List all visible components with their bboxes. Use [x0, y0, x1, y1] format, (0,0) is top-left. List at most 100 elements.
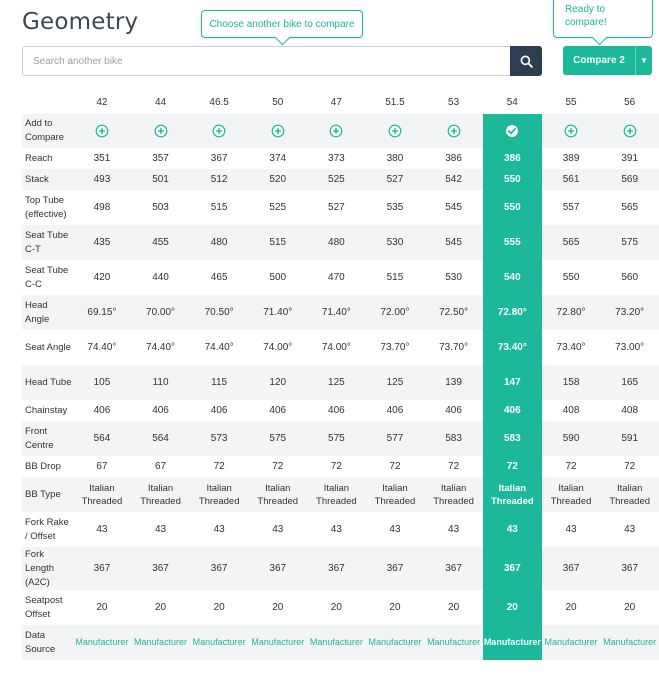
cell-text: Italian Threaded: [140, 482, 181, 507]
table-row: Fork Rake / Offset 43 43 43 43 43 43 43 43 43 43: [22, 512, 659, 547]
table-cell: 367: [189, 547, 249, 590]
table-row: Seat Tube C-C 420 440 465 500 470 515 530 540 550…: [22, 260, 659, 295]
table-cell: 555: [482, 225, 542, 260]
row-label: Add to Compare: [22, 114, 73, 148]
data-source-link[interactable]: Manufacturer: [192, 637, 246, 647]
table-cell: 20: [72, 590, 132, 625]
table-cell: 373: [307, 148, 366, 169]
search-input[interactable]: [22, 46, 510, 76]
table-row: Seatpost Offset 20 20 20 20 20 20 20 20 20 20: [22, 590, 659, 625]
add-circle-icon[interactable]: [154, 124, 168, 138]
data-source-link[interactable]: Manufacturer: [483, 637, 541, 647]
add-circle-icon[interactable]: [95, 124, 109, 138]
table-cell: 110: [131, 365, 190, 400]
table-cell: Italian Threaded: [307, 477, 366, 512]
table-cell: 72: [600, 456, 659, 477]
cell-text: Italian Threaded: [257, 482, 299, 507]
table-cell: 515: [365, 260, 425, 295]
table-cell: Italian Threaded: [482, 477, 542, 512]
table-cell: 406: [482, 400, 542, 421]
table-cell: 43: [424, 512, 483, 547]
add-to-compare-row: Add to Compare: [22, 114, 659, 148]
table-cell: 69.15°: [72, 295, 132, 330]
row-label: Fork Length (A2C): [22, 547, 73, 590]
table-cell: 120: [248, 365, 308, 400]
table-cell: Italian Threaded: [365, 477, 425, 512]
table-cell: 125: [365, 365, 425, 400]
table-cell: 357: [131, 148, 190, 169]
table-row: Data Source Manufacturer Manufacturer Manuf…: [22, 625, 659, 660]
add-circle-icon[interactable]: [447, 124, 461, 138]
chevron-down-icon[interactable]: ▼: [640, 56, 648, 65]
table-row: BB Drop 67 67 72 72 72 72 72 72 72 72: [22, 456, 659, 477]
data-source-cell: Manufacturer: [365, 625, 425, 660]
data-source-cell: Manufacturer: [541, 625, 601, 660]
table-cell: 73.40°: [541, 330, 601, 365]
table-cell: 530: [424, 260, 483, 295]
row-label: Fork Rake / Offset: [22, 512, 73, 547]
table-cell: 367: [365, 547, 425, 590]
table-cell: 575: [600, 225, 659, 260]
search-button[interactable]: [510, 46, 542, 76]
compare-button[interactable]: Compare 2 ▼: [563, 46, 652, 75]
data-source-link[interactable]: Manufacturer: [603, 637, 657, 647]
row-label: BB Drop: [22, 456, 73, 477]
data-source-link[interactable]: Manufacturer: [368, 637, 422, 647]
table-cell: 557: [541, 190, 601, 225]
add-circle-icon[interactable]: [388, 124, 402, 138]
row-label: BB Type: [22, 477, 73, 512]
table-cell: 406: [248, 400, 308, 421]
table-cell: 455: [131, 225, 190, 260]
table-row: Seat Tube C-T 435 455 480 515 480 530 545 555 565…: [22, 225, 659, 260]
table-cell: 351: [72, 148, 132, 169]
table-cell: 115: [189, 365, 249, 400]
table-cell: 550: [482, 190, 542, 225]
table-row: Head Angle 69.15° 70.00° 70.50° 71.40° 71.40°…: [22, 295, 659, 330]
cell-text: Italian Threaded: [81, 482, 123, 507]
table-cell: 512: [189, 169, 249, 190]
table-cell: 561: [541, 169, 601, 190]
table-row: Top Tube (effective) 498 503 515 525 527 535 54…: [22, 190, 659, 225]
table-cell: 542: [424, 169, 483, 190]
add-circle-icon[interactable]: [564, 124, 578, 138]
table-cell: 590: [541, 421, 601, 456]
table-cell: 389: [541, 148, 601, 169]
table-cell: 501: [131, 169, 190, 190]
data-source-link[interactable]: Manufacturer: [544, 637, 598, 647]
table-cell: 503: [131, 190, 190, 225]
cell-text: Italian Threaded: [550, 482, 592, 507]
data-source-cell: Manufacturer: [248, 625, 308, 660]
table-cell: Italian Threaded: [189, 477, 249, 512]
table-cell: 573: [189, 421, 249, 456]
data-source-link[interactable]: Manufacturer: [251, 637, 305, 647]
add-circle-icon[interactable]: [271, 124, 285, 138]
table-cell: 72.80°: [541, 295, 601, 330]
check-circle-icon[interactable]: [505, 124, 519, 138]
table-cell: 420: [72, 260, 132, 295]
table-cell: 72: [365, 456, 425, 477]
table-cell: 20: [482, 590, 542, 625]
table-cell: 73.70°: [365, 330, 425, 365]
add-circle-icon[interactable]: [623, 124, 637, 138]
cell-text: Italian Threaded: [490, 482, 534, 507]
add-circle-icon[interactable]: [212, 124, 226, 138]
table-cell: 367: [424, 547, 483, 590]
table-cell: Italian Threaded: [600, 477, 659, 512]
data-source-link[interactable]: Manufacturer: [427, 637, 481, 647]
cell-text: Italian Threaded: [433, 482, 474, 507]
table-cell: 367: [248, 547, 308, 590]
table-cell: 43: [72, 512, 132, 547]
data-source-cell: Manufacturer: [482, 625, 542, 660]
table-cell: 530: [365, 225, 425, 260]
table-cell: 72: [541, 456, 601, 477]
data-source-link[interactable]: Manufacturer: [309, 637, 363, 647]
table-cell: 20: [189, 590, 249, 625]
table-cell: 73.20°: [600, 295, 659, 330]
add-circle-icon[interactable]: [329, 124, 343, 138]
table-cell: 43: [541, 512, 601, 547]
data-source-link[interactable]: Manufacturer: [134, 637, 188, 647]
page-title: Geometry: [22, 9, 139, 35]
table-row: Front Centre 564 564 573 575 575 577 583 583 590 5…: [22, 421, 659, 456]
table-cell: 550: [482, 169, 542, 190]
data-source-link[interactable]: Manufacturer: [75, 637, 129, 647]
